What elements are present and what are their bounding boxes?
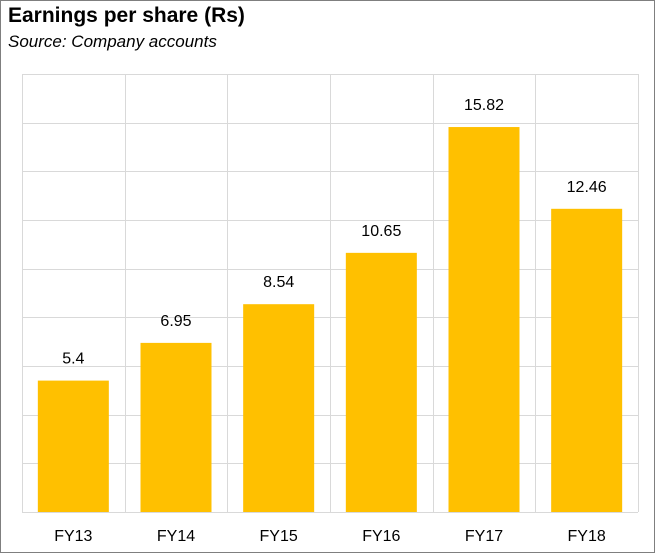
bar-fy13: [37, 380, 109, 512]
data-labels: 5.4 6.95 8.54 10.65 15.82 12.46: [62, 97, 607, 368]
x-tick-fy18: FY18: [568, 528, 606, 545]
data-label-fy18: 12.46: [567, 179, 607, 196]
data-label-fy13: 5.4: [62, 351, 84, 368]
x-tick-fy14: FY14: [157, 528, 195, 545]
bar-series: [37, 127, 623, 513]
x-tick-fy16: FY16: [362, 528, 400, 545]
data-label-fy17: 15.82: [464, 97, 504, 114]
x-tick-labels: FY13 FY14 FY15 FY16 FY17 FY18: [54, 528, 606, 545]
data-label-fy16: 10.65: [361, 223, 401, 240]
bar-fy17: [448, 127, 520, 513]
bar-fy16: [345, 252, 417, 512]
x-tick-fy15: FY15: [260, 528, 298, 545]
chart-subtitle: Source: Company accounts: [8, 32, 217, 51]
x-tick-fy13: FY13: [54, 528, 92, 545]
chart-title: Earnings per share (Rs): [8, 4, 245, 27]
bar-fy14: [140, 342, 212, 512]
bar-fy18: [551, 208, 623, 512]
data-label-fy14: 6.95: [160, 313, 191, 330]
bar-fy15: [243, 304, 315, 512]
grid-lines: [22, 74, 639, 513]
data-label-fy15: 8.54: [263, 274, 294, 291]
x-tick-fy17: FY17: [465, 528, 503, 545]
